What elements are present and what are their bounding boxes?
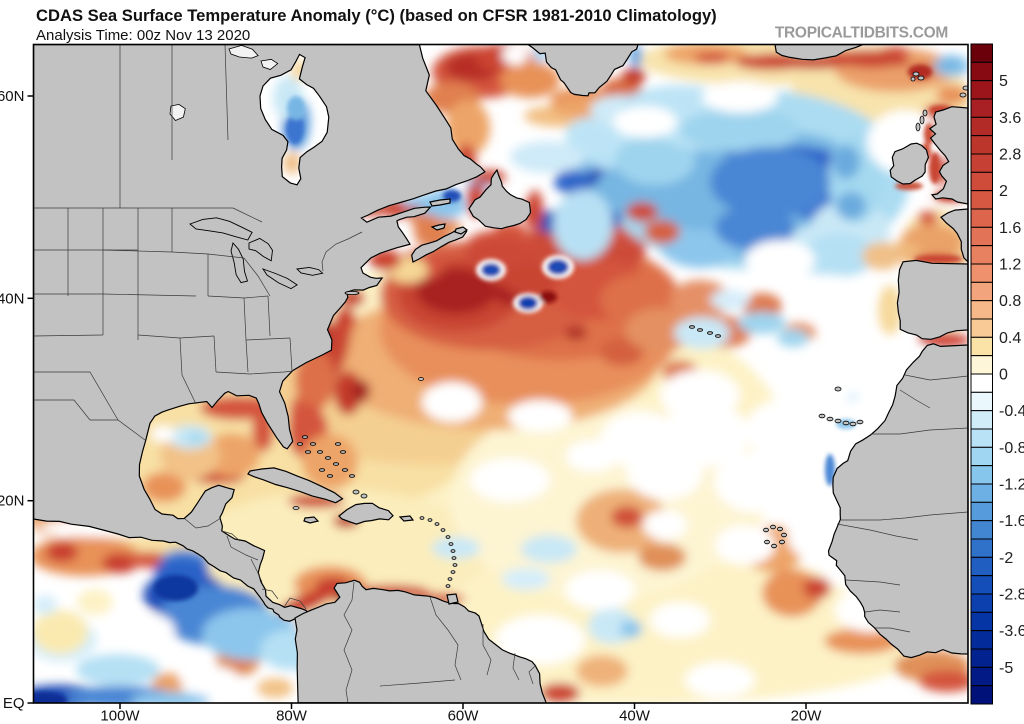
svg-text:1.2: 1.2 [999,257,1021,274]
svg-text:3.6: 3.6 [999,110,1021,127]
svg-text:-0.8: -0.8 [999,440,1024,457]
svg-text:5: 5 [999,73,1008,90]
svg-text:100W: 100W [100,708,140,724]
svg-text:20N: 20N [0,493,25,510]
svg-text:-1.6: -1.6 [999,513,1024,530]
svg-text:Analysis Time: 00z Nov 13 2020: Analysis Time: 00z Nov 13 2020 [36,27,250,44]
svg-text:EQ: EQ [3,695,25,712]
svg-text:0: 0 [999,367,1008,384]
svg-text:60N: 60N [0,88,25,105]
svg-text:-0.4: -0.4 [999,403,1024,420]
svg-text:-2: -2 [999,550,1013,567]
svg-text:60W: 60W [448,708,480,724]
svg-text:40N: 40N [0,290,25,307]
svg-text:1.6: 1.6 [999,220,1021,237]
svg-text:TROPICALTIDBITS.COM: TROPICALTIDBITS.COM [775,25,948,42]
svg-text:80W: 80W [276,708,308,724]
svg-text:-1.2: -1.2 [999,477,1024,494]
svg-text:2.8: 2.8 [999,147,1021,164]
svg-text:0.4: 0.4 [999,330,1021,347]
svg-text:20W: 20W [791,708,823,724]
svg-text:CDAS Sea Surface Temperature A: CDAS Sea Surface Temperature Anomaly (°C… [36,6,717,25]
svg-text:2: 2 [999,183,1008,200]
svg-text:-5: -5 [999,660,1013,677]
svg-text:0.8: 0.8 [999,293,1021,310]
svg-text:-3.6: -3.6 [999,623,1024,640]
svg-text:-2.8: -2.8 [999,587,1024,604]
svg-text:40W: 40W [619,708,651,724]
